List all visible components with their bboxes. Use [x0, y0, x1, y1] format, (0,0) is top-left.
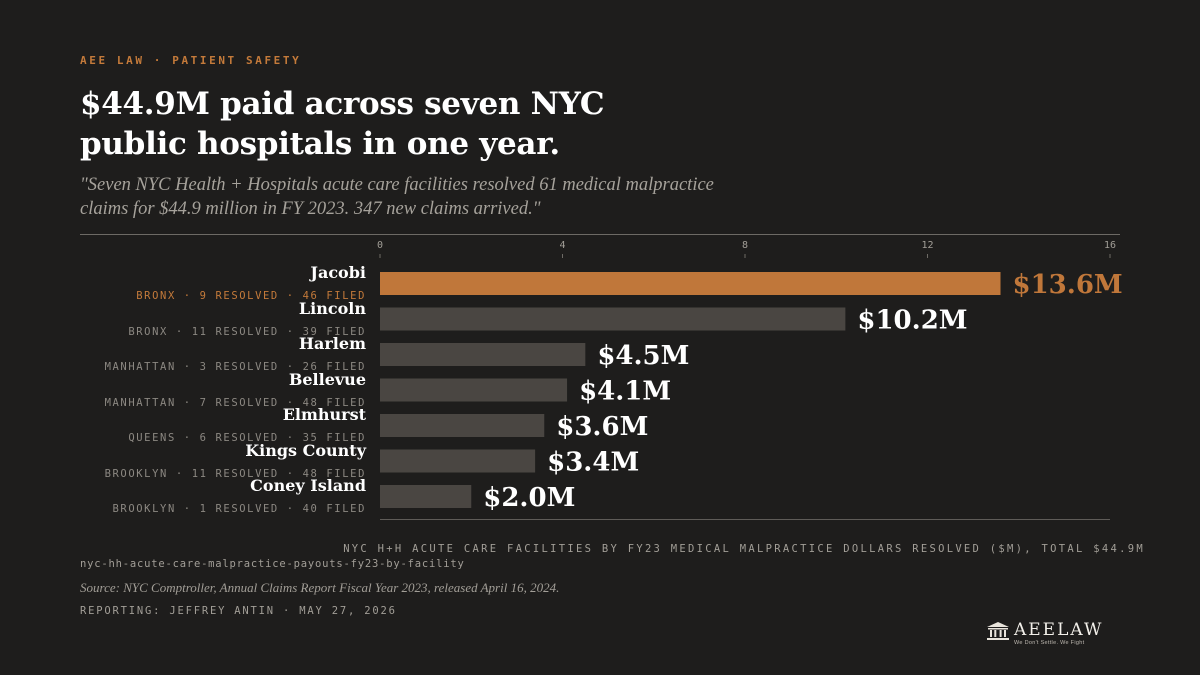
bar-value-label: $4.5M — [597, 341, 689, 371]
chart-baseline — [380, 519, 1110, 520]
bar-value-label: $4.1M — [579, 377, 671, 407]
bar — [380, 272, 1001, 295]
eyebrow-label: AEE LAW · PATIENT SAFETY — [80, 54, 302, 67]
bar-value-label: $3.6M — [556, 412, 648, 442]
category-label: Coney Island — [250, 476, 366, 495]
courthouse-icon — [987, 622, 1009, 640]
bar-value-label: $2.0M — [483, 483, 575, 513]
chart-slug: nyc-hh-acute-care-malpractice-payouts-fy… — [80, 558, 465, 570]
category-label: Lincoln — [298, 298, 366, 318]
bar — [380, 485, 472, 508]
bar — [380, 378, 568, 402]
category-meta: MANHATTAN · 3 RESOLVED · 26 FILED — [104, 361, 366, 373]
top-divider — [80, 234, 1120, 235]
category-meta: BROOKLYN · 11 RESOLVED · 48 FILED — [104, 467, 366, 480]
category-label: Elmhurst — [282, 405, 366, 424]
category-meta: BRONX · 11 RESOLVED · 39 FILED — [128, 325, 366, 338]
aeelaw-logo: AEELAW We Don't Settle. We Fight — [987, 620, 1127, 651]
source-note: Source: NYC Comptroller, Annual Claims R… — [80, 580, 560, 595]
bar-value-label: $13.6M — [1013, 270, 1123, 300]
bar — [380, 414, 545, 437]
category-meta: MANHATTAN · 7 RESOLVED · 48 FILED — [104, 396, 366, 409]
x-tick-label: 12 — [921, 240, 933, 251]
x-tick-label: 16 — [1104, 240, 1116, 251]
chart-caption: NYC H+H ACUTE CARE FACILITIES BY FY23 ME… — [343, 543, 1145, 555]
category-label: Harlem — [298, 334, 366, 353]
logo-wordmark: AEELAW — [1014, 620, 1104, 640]
page-subtitle: "Seven NYC Health + Hospitals acute care… — [80, 175, 714, 219]
category-label: Jacobi — [310, 263, 366, 282]
x-tick-label: 8 — [742, 240, 748, 251]
bar — [380, 307, 846, 331]
category-meta: BRONX · 9 RESOLVED · 46 FILED — [136, 290, 366, 302]
category-meta: QUEENS · 6 RESOLVED · 35 FILED — [128, 432, 366, 444]
category-label: Kings County — [245, 440, 366, 460]
x-tick-label: 0 — [377, 240, 383, 251]
x-tick-label: 4 — [559, 240, 565, 251]
category-label: Bellevue — [288, 369, 366, 389]
bar-value-label: $10.2M — [857, 306, 967, 336]
logo-tagline: We Don't Settle. We Fight — [1014, 640, 1085, 646]
category-meta: BROOKLYN · 1 RESOLVED · 40 FILED — [112, 503, 366, 515]
byline: REPORTING: JEFFREY ANTIN · MAY 27, 2026 — [80, 605, 397, 617]
bar — [380, 343, 586, 366]
bar — [380, 449, 536, 473]
bar-value-label: $3.4M — [547, 448, 639, 478]
page-title: $44.9M paid across seven NYC public hosp… — [80, 86, 605, 162]
